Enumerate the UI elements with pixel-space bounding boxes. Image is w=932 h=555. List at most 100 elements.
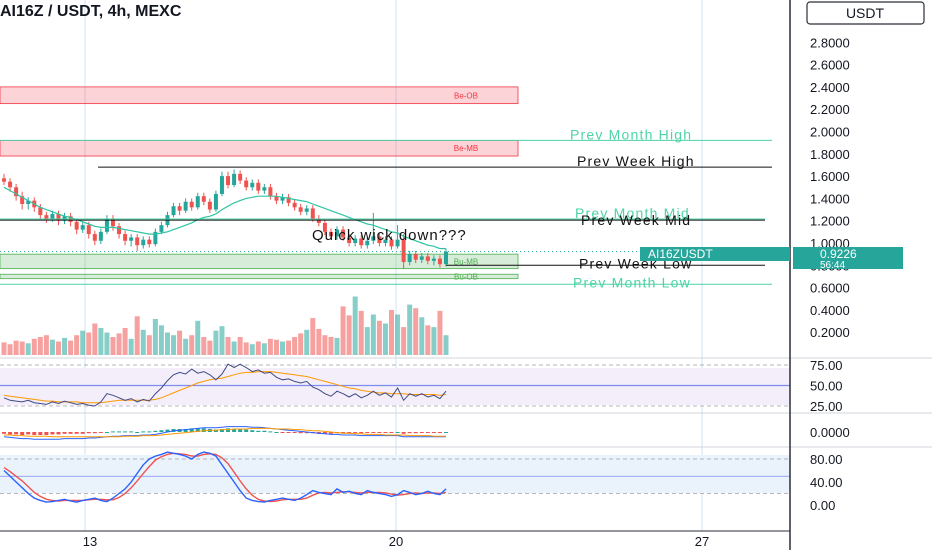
rsi-line [3, 363, 447, 407]
candle-body [213, 193, 218, 210]
price-tick-label: 2.8000 [810, 35, 850, 50]
candle-body [80, 225, 85, 230]
candle-body [232, 173, 237, 186]
volume-bar [104, 332, 110, 355]
volume-bar [13, 340, 19, 355]
volume-bar [425, 325, 431, 355]
last-price-labels: AI16ZUSDT 0.9226 56:44 [640, 247, 903, 271]
macd-histogram-bar [353, 432, 358, 433]
macd-histogram-bar [129, 431, 134, 433]
candle-body [26, 200, 31, 204]
candle-body [328, 231, 333, 237]
macd-histogram-bar [268, 431, 273, 433]
candle-body [44, 215, 49, 219]
volume-bar [401, 327, 407, 355]
macd-histogram-bar [117, 431, 122, 433]
candle-body [395, 239, 400, 247]
volume-bar [55, 341, 61, 355]
last-price-tag [793, 247, 903, 269]
candle-body [8, 181, 13, 188]
macd-histogram-bar [389, 432, 394, 433]
currency-button-label[interactable]: USDT [846, 5, 885, 21]
symbol-title[interactable]: AI16Z / USDT, 4h, MEXC [0, 3, 182, 20]
rsi-tick-label: 50.00 [810, 379, 843, 394]
candle-body [147, 239, 152, 245]
time-axis[interactable]: 13 20 27 [0, 530, 790, 549]
price-tick-label: 0.2000 [810, 325, 850, 340]
macd-histogram-bar [437, 432, 442, 433]
volume-bar [1, 342, 7, 355]
price-scale[interactable]: 2.8000 2.6000 2.4000 2.2000 2.0000 1.8000 1.60… [789, 0, 850, 550]
volume-bar [25, 343, 31, 355]
volume-bar [261, 343, 267, 355]
stoch-k-line [3, 451, 447, 503]
macd-histogram-bar [407, 432, 412, 434]
candle-body [153, 231, 158, 245]
zone-box [0, 273, 519, 280]
macd-histogram-bar [347, 432, 352, 434]
macd-histogram-bar [219, 429, 224, 432]
volume-bar [49, 339, 55, 355]
macd-histogram-bar [232, 429, 237, 432]
candle-body [20, 196, 25, 204]
key-level-label: Prev Month Mid [575, 205, 690, 221]
macd-histogram-bar [26, 432, 31, 435]
candle-body [159, 225, 164, 232]
macd-histogram-bar [92, 432, 97, 434]
volume-bar [164, 332, 170, 355]
volume-bar [413, 308, 419, 355]
volume-bar [304, 329, 310, 355]
macd-line [3, 426, 446, 440]
zone-label: Bu-MB [454, 257, 478, 266]
candle-body [425, 256, 430, 261]
macd-histogram-bar [371, 432, 376, 433]
volume-bar [292, 337, 298, 355]
price-tick-label: 1.4000 [810, 191, 850, 206]
volume-bar [243, 342, 249, 355]
price-tick-label: 1.8000 [810, 147, 850, 162]
volume-bar [358, 310, 364, 355]
price-tick-label: 0.4000 [810, 303, 850, 318]
macd-histogram-bar [189, 428, 194, 432]
key-level-label: Prev Month Low [573, 274, 691, 290]
macd-panel: 0.0000 [2, 425, 850, 440]
macd-histogram-bar [328, 432, 333, 434]
macd-histogram-bar [147, 431, 152, 433]
macd-histogram-bar [365, 432, 370, 433]
candle-body [256, 182, 261, 191]
symbol-tag-label: AI16ZUSDT [648, 247, 713, 261]
volume-bar [237, 337, 243, 355]
volume-bar [443, 335, 449, 355]
rsi-panel: 75.00 50.00 25.00 [0, 358, 843, 414]
macd-histogram-bar [341, 432, 346, 434]
candle-body [238, 173, 243, 181]
candle-body [117, 226, 122, 235]
stoch-tick-label: 0.00 [810, 498, 835, 513]
candle-body [14, 187, 19, 197]
candle-body [171, 206, 176, 216]
volume-bar [310, 318, 316, 355]
candle-body [219, 176, 224, 194]
volume-bar [431, 327, 437, 355]
candle-body [298, 207, 303, 212]
candle-body [419, 256, 424, 260]
macd-histogram-bar [20, 432, 25, 435]
currency-button[interactable]: USDT [806, 1, 925, 25]
volume-bar [407, 304, 413, 355]
key-level-label: Prev Week High [577, 153, 695, 169]
annotation-text[interactable]: Quick wick down??? [312, 227, 467, 244]
candle-body [250, 182, 255, 188]
macd-histogram-bar [2, 432, 6, 434]
volume-bar [140, 329, 146, 355]
volume-bar [298, 333, 304, 355]
price-tick-label: 2.4000 [810, 80, 850, 95]
price-tick-label: 0.6000 [810, 281, 850, 296]
candle-body [74, 221, 79, 230]
macd-histogram-bar [74, 432, 79, 434]
volume-bar [19, 341, 25, 355]
candle-body [86, 225, 91, 235]
macd-histogram-bar [419, 432, 424, 433]
volume-bar [62, 337, 68, 355]
candle-body [341, 229, 346, 238]
